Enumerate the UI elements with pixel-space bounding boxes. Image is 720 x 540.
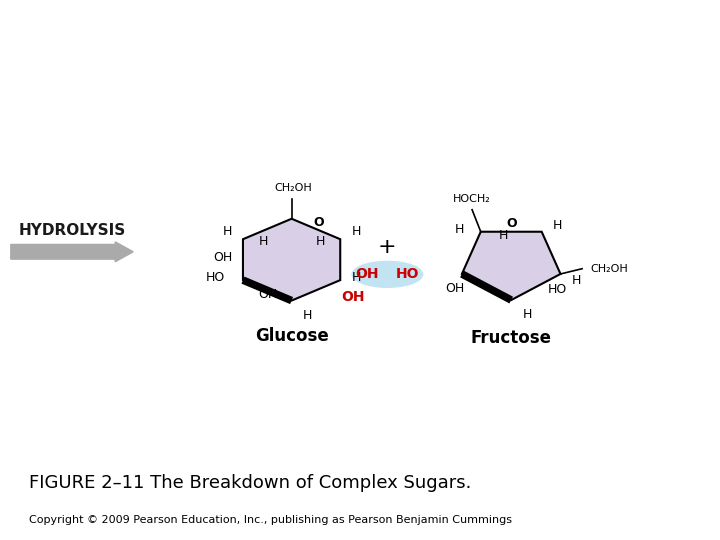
Text: H: H	[302, 309, 312, 322]
Text: H: H	[222, 225, 232, 238]
Text: FIGURE 2–11 The Breakdown of Complex Sugars.: FIGURE 2–11 The Breakdown of Complex Sug…	[29, 474, 471, 492]
Ellipse shape	[351, 261, 423, 288]
Text: +: +	[378, 237, 397, 257]
Text: CH₂OH: CH₂OH	[274, 183, 312, 193]
Text: Copyright © 2009 Pearson Education, Inc., publishing as Pearson Benjamin Cumming: Copyright © 2009 Pearson Education, Inc.…	[29, 515, 512, 525]
Text: Fructose: Fructose	[471, 329, 552, 347]
Text: H: H	[351, 271, 361, 284]
Text: H: H	[553, 219, 562, 232]
Text: OH: OH	[341, 290, 365, 304]
Text: OH: OH	[445, 282, 464, 295]
Text: HYDROLYSIS: HYDROLYSIS	[19, 224, 125, 238]
Text: H: H	[315, 235, 325, 248]
Text: OH: OH	[258, 288, 278, 301]
Text: O: O	[313, 215, 324, 228]
Text: CH₂OH: CH₂OH	[590, 264, 629, 274]
Text: Carbohydrates: Carbohydrates	[210, 29, 510, 63]
Text: HOCH₂: HOCH₂	[453, 194, 491, 204]
FancyArrow shape	[11, 242, 133, 262]
Text: H: H	[351, 225, 361, 238]
Text: H: H	[258, 235, 268, 248]
Text: H: H	[522, 308, 532, 321]
Text: HO: HO	[206, 271, 225, 284]
Text: H: H	[499, 230, 508, 242]
Polygon shape	[462, 232, 560, 300]
Text: HO: HO	[396, 267, 419, 281]
Text: H: H	[454, 222, 464, 235]
Polygon shape	[243, 219, 341, 301]
Text: OH: OH	[356, 267, 379, 281]
Text: HO: HO	[547, 283, 567, 296]
Text: OH: OH	[213, 251, 233, 264]
Text: O: O	[506, 217, 516, 230]
Text: Glucose: Glucose	[255, 327, 328, 345]
Text: H: H	[572, 274, 581, 287]
